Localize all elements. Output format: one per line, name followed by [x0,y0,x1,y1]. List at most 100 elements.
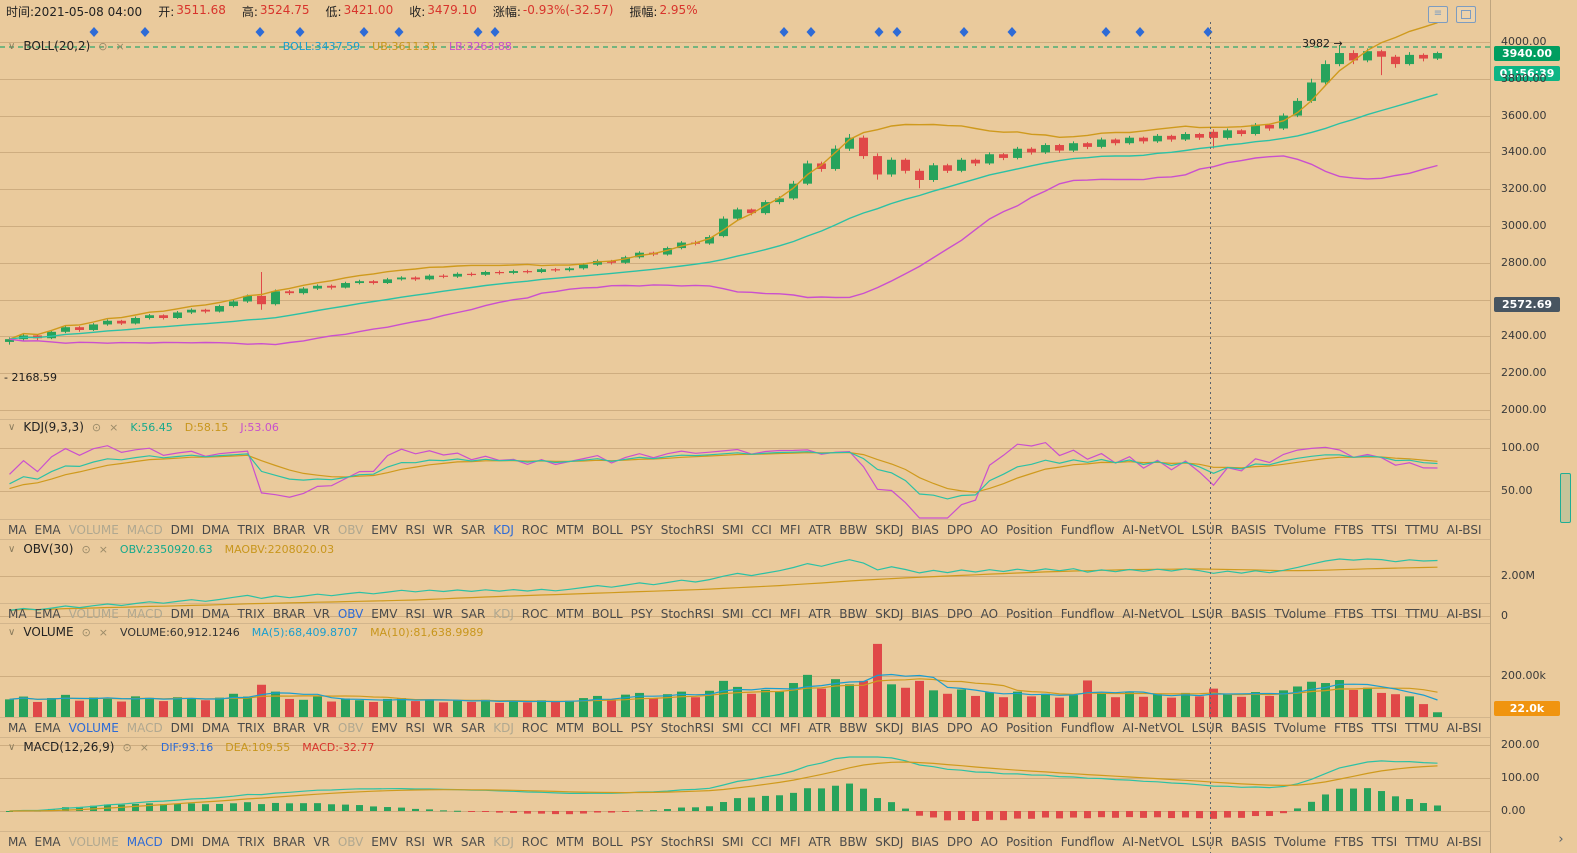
collapse-chevron-icon[interactable]: ∨ [8,543,16,555]
tab-cci[interactable]: CCI [751,834,772,849]
tab-ttsi[interactable]: TTSI [1371,522,1398,537]
tab-roc[interactable]: ROC [521,720,548,735]
tab-emv[interactable]: EMV [371,834,398,849]
tab-cci[interactable]: CCI [751,522,772,537]
tab-obv[interactable]: OBV [337,522,364,537]
tab-dmi[interactable]: DMI [170,834,194,849]
tab-ai-bsi[interactable]: AI-BSI [1446,522,1482,537]
tab-rsi[interactable]: RSI [405,606,425,621]
tab-macd[interactable]: MACD [126,522,163,537]
tab-obv[interactable]: OBV [337,720,364,735]
tab-smi[interactable]: SMI [722,720,744,735]
tab-vr[interactable]: VR [313,720,330,735]
close-icon[interactable]: × [98,542,108,556]
tab-position[interactable]: Position [1006,720,1053,735]
tab-ai-bsi[interactable]: AI-BSI [1446,720,1482,735]
tab-tvolume[interactable]: TVolume [1274,834,1327,849]
tab-ai-netvol[interactable]: AI-NetVOL [1122,522,1184,537]
tab-sar[interactable]: SAR [460,720,486,735]
tab-trix[interactable]: TRIX [237,522,265,537]
tab-volume[interactable]: VOLUME [68,834,119,849]
tab-ttmu[interactable]: TTMU [1405,720,1439,735]
tab-macd[interactable]: MACD [126,606,163,621]
tab-mtm[interactable]: MTM [555,834,584,849]
tab-cci[interactable]: CCI [751,720,772,735]
tab-dmi[interactable]: DMI [170,522,194,537]
tab-psy[interactable]: PSY [630,522,653,537]
tab-brar[interactable]: BRAR [272,522,306,537]
tab-skdj[interactable]: SKDJ [875,834,904,849]
tab-brar[interactable]: BRAR [272,834,306,849]
tab-kdj[interactable]: KDJ [493,720,514,735]
settings-gear-icon[interactable]: ⊙ [91,420,102,434]
tab-ao[interactable]: AO [980,720,999,735]
tab-stochrsi[interactable]: StochRSI [660,720,715,735]
tab-ema[interactable]: EMA [34,522,61,537]
tab-dpo[interactable]: DPO [946,522,973,537]
tab-trix[interactable]: TRIX [237,834,265,849]
tab-sar[interactable]: SAR [460,522,486,537]
tab-sar[interactable]: SAR [460,606,486,621]
tab-volume[interactable]: VOLUME [68,720,119,735]
tab-skdj[interactable]: SKDJ [875,606,904,621]
tab-atr[interactable]: ATR [808,834,832,849]
tab-atr[interactable]: ATR [808,720,832,735]
settings-gear-icon[interactable]: ⊙ [98,39,108,53]
tab-bias[interactable]: BIAS [911,720,939,735]
tab-dma[interactable]: DMA [201,606,230,621]
tab-boll[interactable]: BOLL [591,606,623,621]
tab-psy[interactable]: PSY [630,834,653,849]
tab-trix[interactable]: TRIX [237,606,265,621]
tab-stochrsi[interactable]: StochRSI [660,522,715,537]
tab-bias[interactable]: BIAS [911,606,939,621]
close-icon[interactable]: × [98,625,109,639]
tab-ftbs[interactable]: FTBS [1334,522,1364,537]
tab-basis[interactable]: BASIS [1230,606,1267,621]
tab-dmi[interactable]: DMI [170,606,194,621]
collapse-chevron-icon[interactable]: ∨ [8,741,16,753]
tab-smi[interactable]: SMI [722,606,744,621]
tab-roc[interactable]: ROC [521,834,548,849]
tab-bias[interactable]: BIAS [911,522,939,537]
settings-gear-icon[interactable]: ⊙ [81,625,91,639]
tab-ma[interactable]: MA [8,720,27,735]
tab-sar[interactable]: SAR [460,834,486,849]
tab-lsur[interactable]: LSUR [1191,606,1224,621]
tab-mfi[interactable]: MFI [779,522,801,537]
tab-ttmu[interactable]: TTMU [1405,606,1439,621]
tab-vr[interactable]: VR [313,522,330,537]
tab-emv[interactable]: EMV [371,606,398,621]
tab-ttmu[interactable]: TTMU [1405,834,1439,849]
side-panel-handle[interactable] [1560,473,1571,523]
tab-ftbs[interactable]: FTBS [1334,720,1364,735]
tab-position[interactable]: Position [1006,522,1053,537]
tab-kdj[interactable]: KDJ [493,834,514,849]
tab-ao[interactable]: AO [980,834,999,849]
tab-lsur[interactable]: LSUR [1191,720,1224,735]
tab-wr[interactable]: WR [432,606,453,621]
tab-mtm[interactable]: MTM [555,606,584,621]
tab-stochrsi[interactable]: StochRSI [660,834,715,849]
tab-emv[interactable]: EMV [371,720,398,735]
tab-ao[interactable]: AO [980,606,999,621]
tab-rsi[interactable]: RSI [405,522,425,537]
tab-ttsi[interactable]: TTSI [1371,720,1398,735]
tab-ema[interactable]: EMA [34,720,61,735]
tab-dpo[interactable]: DPO [946,606,973,621]
tab-lsur[interactable]: LSUR [1191,522,1224,537]
tab-ai-netvol[interactable]: AI-NetVOL [1122,720,1184,735]
tab-ema[interactable]: EMA [34,606,61,621]
tab-boll[interactable]: BOLL [591,720,623,735]
tab-ttsi[interactable]: TTSI [1371,834,1398,849]
tab-fundflow[interactable]: Fundflow [1060,834,1115,849]
tab-macd[interactable]: MACD [126,720,163,735]
tab-fundflow[interactable]: Fundflow [1060,522,1115,537]
tab-cci[interactable]: CCI [751,606,772,621]
tab-fundflow[interactable]: Fundflow [1060,606,1115,621]
tab-bbw[interactable]: BBW [839,720,868,735]
tab-mfi[interactable]: MFI [779,720,801,735]
tab-atr[interactable]: ATR [808,522,832,537]
tab-kdj[interactable]: KDJ [493,522,514,537]
tab-tvolume[interactable]: TVolume [1274,720,1327,735]
